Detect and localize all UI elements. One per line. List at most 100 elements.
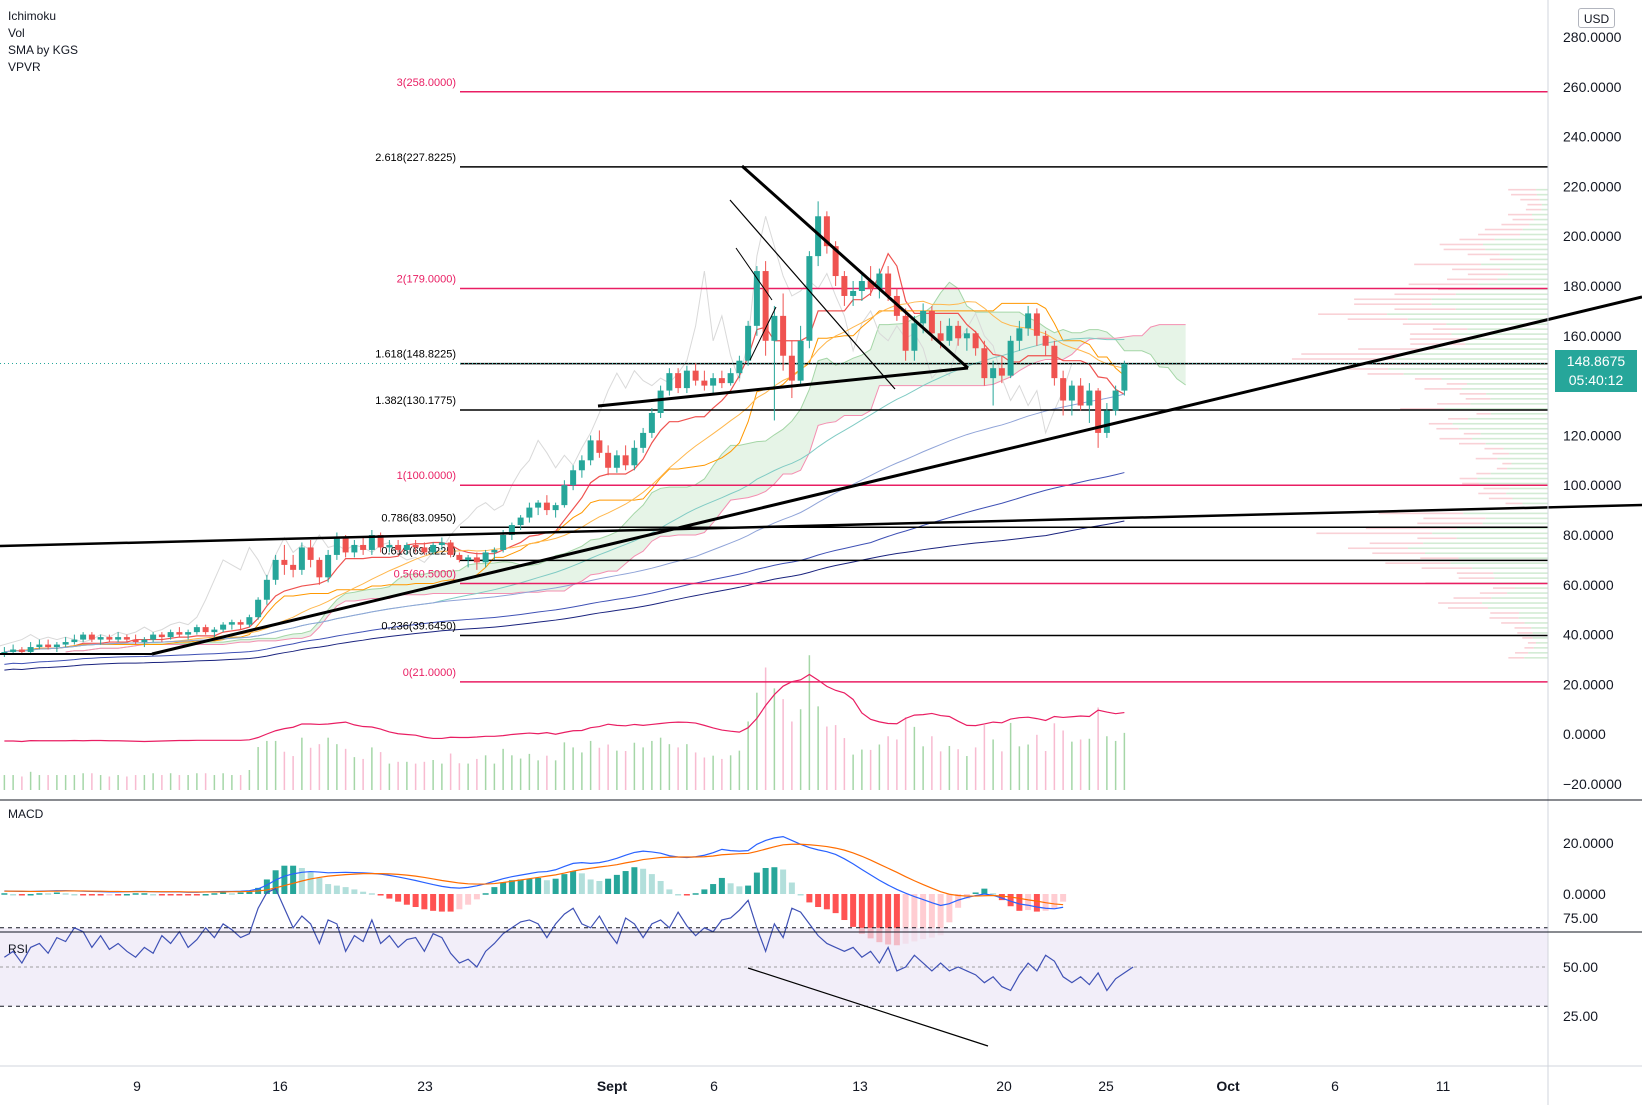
volume-bar <box>633 742 636 790</box>
candle-up <box>80 634 87 640</box>
legend-item-vol[interactable]: Vol <box>8 26 25 40</box>
candle-down <box>762 271 769 341</box>
candle-up <box>640 432 647 448</box>
volume-bar <box>1071 741 1073 790</box>
vpvr-bar-up <box>1388 368 1548 370</box>
macd-histogram-bar <box>465 894 472 905</box>
vpvr-bar-down <box>1459 477 1478 480</box>
vpvr-bar-up <box>1458 557 1548 560</box>
candle-up <box>141 639 148 643</box>
macd-histogram-bar <box>570 871 577 894</box>
vpvr-bar-down <box>1508 657 1525 659</box>
vpvr-bar-down <box>1369 542 1424 545</box>
volume-bar <box>589 740 592 790</box>
legend-item-vpvr[interactable]: VPVR <box>8 60 41 74</box>
legend-item-sma[interactable]: SMA by KGS <box>8 43 79 57</box>
macd-histogram-bar <box>482 893 489 895</box>
volume-bar <box>467 763 469 790</box>
vpvr-bar-up <box>1477 477 1548 480</box>
volume-bar <box>117 775 119 790</box>
vpvr-bar-up <box>1528 652 1548 654</box>
macd-histogram-bar <box>788 882 795 894</box>
candle-down <box>867 281 874 289</box>
volume-bar <box>1036 734 1038 790</box>
vpvr-bar-up <box>1461 388 1548 390</box>
volume-bar <box>353 757 356 790</box>
volume-bar <box>747 721 749 790</box>
vpvr-bar-down <box>1414 378 1442 380</box>
volume-bar <box>309 747 312 790</box>
x-tick-label: Sept <box>597 1078 628 1094</box>
rsi-label[interactable]: RSI <box>8 942 29 956</box>
candles <box>1 201 1128 658</box>
candle-up <box>517 517 524 526</box>
vpvr-bar-up <box>1493 572 1548 574</box>
candle-down <box>456 554 463 560</box>
vpvr-bar-up <box>1532 637 1548 639</box>
volume-bar <box>1079 739 1082 790</box>
candle-up <box>255 599 262 618</box>
vpvr-bar-up <box>1522 502 1548 505</box>
indicator-legend[interactable]: Ichimoku Vol SMA by KGS VPVR <box>8 8 78 76</box>
vpvr-bar-down <box>1301 353 1400 355</box>
candle-down <box>88 634 95 640</box>
vpvr-bar-down <box>1453 597 1492 599</box>
volume-bar <box>659 737 662 790</box>
macd-histogram-bar <box>325 884 332 894</box>
macd-histogram-bar <box>395 894 402 902</box>
vpvr-bar-down <box>1447 278 1498 281</box>
candle-down <box>998 368 1005 376</box>
vpvr-bar-up <box>1480 432 1548 435</box>
macd-histogram-bar <box>517 879 524 894</box>
indicator-lines <box>0 216 1125 743</box>
x-tick-label: 6 <box>1331 1078 1339 1094</box>
candle-up <box>1121 363 1128 391</box>
volume-bar <box>56 775 58 790</box>
legend-item-ichimoku[interactable]: Ichimoku <box>8 9 57 23</box>
candle-down <box>788 355 795 381</box>
volume-bar <box>143 775 146 790</box>
fib-level-label: 0(21.0000) <box>403 667 456 679</box>
tenkan-line <box>4 252 1125 653</box>
vpvr-bar-up <box>1503 447 1548 450</box>
candle-up <box>683 370 690 389</box>
currency-button[interactable]: USD <box>1578 8 1615 28</box>
trendline-drawings[interactable] <box>0 164 1642 656</box>
vpvr-bar-down <box>1484 447 1504 450</box>
candle-up <box>526 507 533 518</box>
candle-up <box>1025 313 1032 329</box>
candle-up <box>657 390 664 413</box>
candle-up <box>53 644 60 648</box>
volume-bar <box>1097 707 1099 790</box>
candle-down <box>823 216 830 247</box>
vpvr-bar-up <box>1408 547 1548 550</box>
volume-bar <box>1106 736 1108 790</box>
macd-histogram-bar <box>27 894 34 896</box>
sma-20-line <box>4 300 1125 653</box>
volume-bar <box>231 775 233 790</box>
vpvr-bar-up <box>1500 268 1548 271</box>
macd-label[interactable]: MACD <box>8 807 44 821</box>
vpvr-bar-down <box>1438 602 1483 604</box>
rising-support-line <box>151 295 1642 656</box>
volume-bar <box>406 761 408 790</box>
candle-down <box>447 542 454 555</box>
macd-histogram-bar <box>972 892 979 894</box>
x-tick-label: 16 <box>272 1078 288 1094</box>
volume-bar <box>546 755 548 790</box>
vpvr-bar-up <box>1482 288 1548 291</box>
vpvr-histogram <box>1291 188 1548 659</box>
fib-level-label: 0.5(60.5000) <box>394 569 456 581</box>
macd-histogram-bar <box>45 893 52 895</box>
volume-bar <box>169 773 172 790</box>
vpvr-bar-up <box>1387 313 1548 315</box>
volume-bar <box>423 761 426 790</box>
volume-bar <box>563 742 566 790</box>
macd-histogram-bar <box>543 880 550 894</box>
volume-bar <box>528 753 531 790</box>
volume-bar <box>274 740 277 790</box>
macd-histogram-bar <box>18 894 25 896</box>
volume-bar <box>808 655 811 790</box>
candle-down <box>421 547 428 553</box>
